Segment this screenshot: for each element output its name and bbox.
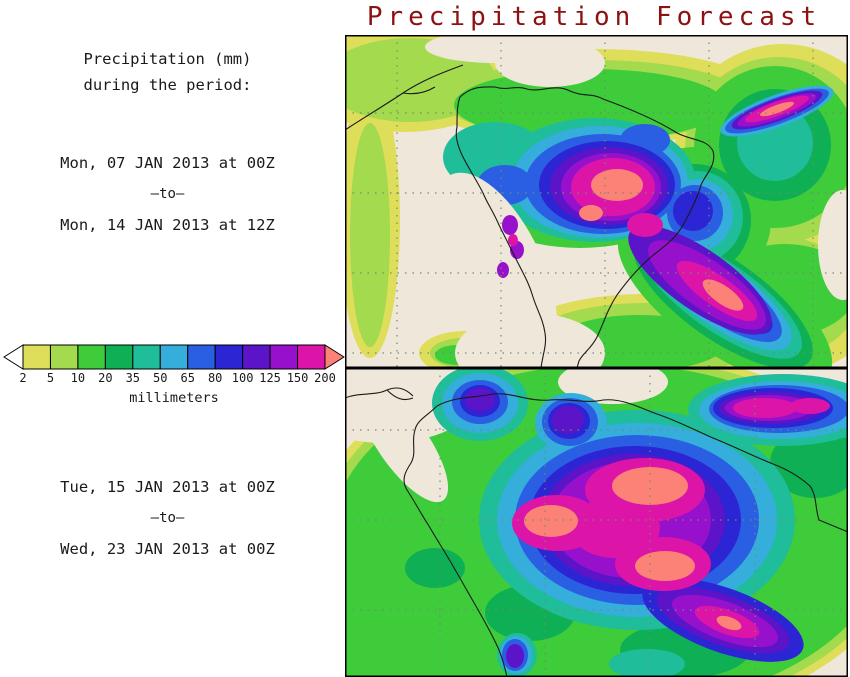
legend-cell (242, 344, 271, 370)
precip-layer-above-200mm (524, 467, 742, 631)
legend-heading-line2: during the period: (83, 76, 252, 94)
map-panel-week1 (345, 35, 848, 368)
legend-cell (159, 344, 189, 370)
legend-tick: 125 (259, 371, 281, 385)
legend-tick: 2 (19, 371, 27, 385)
legend-cell (132, 344, 161, 370)
legend-cell (104, 344, 134, 370)
legend-tick: 20 (98, 371, 113, 385)
precip-map-week2 (345, 368, 848, 677)
legend-tick: 100 (231, 371, 254, 385)
figure-title: Precipitation Forecast (366, 2, 822, 32)
legend-heading-line1: Precipitation (mm) (83, 50, 252, 68)
legend-cell (77, 344, 106, 370)
period-1-end: Mon, 14 JAN 2013 at 12Z (60, 216, 275, 234)
color-scale-legend: 2 5 10 20 35 50 65 80 100 125 150 200 millimeters (3, 344, 345, 406)
legend-heading: Precipitation (mm) during the period: (0, 46, 335, 98)
legend-tick: 80 (207, 371, 223, 385)
period-2-start: Tue, 15 JAN 2013 at 00Z (60, 478, 275, 496)
legend-tick: 35 (125, 371, 141, 385)
period-2-end: Wed, 23 JAN 2013 at 00Z (60, 540, 275, 558)
legend-tick: 50 (153, 371, 168, 385)
period-1: Mon, 07 JAN 2013 at 00Z –to– Mon, 14 JAN… (0, 148, 335, 241)
period-2: Tue, 15 JAN 2013 at 00Z –to– Wed, 23 JAN… (0, 472, 335, 565)
legend-cell (187, 344, 216, 370)
legend-tick-labels: 2 5 10 20 35 50 65 80 100 125 150 200 (3, 371, 345, 387)
legend-above-max-arrow (324, 344, 345, 370)
map-panel-week2 (345, 368, 848, 677)
legend-tick: 65 (180, 371, 195, 385)
legend-cell (22, 344, 51, 370)
legend-tick: 150 (286, 371, 309, 385)
color-scale-bar (3, 344, 345, 370)
andes-precip-speckles (485, 167, 539, 278)
legend-cell (49, 344, 79, 370)
legend-cell (214, 344, 244, 370)
coastline (345, 64, 715, 368)
legend-tick: 10 (70, 371, 86, 385)
precip-map-week1 (345, 35, 848, 368)
legend-tick: 5 (46, 371, 55, 385)
legend-below-min-arrow (3, 344, 24, 370)
legend-cell (297, 344, 326, 370)
latlon-grid (345, 35, 848, 368)
period-1-separator: –to– (150, 186, 185, 202)
legend-cells (22, 344, 326, 370)
legend-unit-label: millimeters (129, 390, 219, 406)
dry-region-mask (425, 35, 848, 368)
map-frame (345, 368, 848, 677)
legend-cell (269, 344, 299, 370)
coastline (345, 387, 848, 677)
legend-tick: 200 (314, 371, 336, 385)
period-2-separator: –to– (150, 510, 185, 526)
period-1-start: Mon, 07 JAN 2013 at 00Z (60, 154, 275, 172)
